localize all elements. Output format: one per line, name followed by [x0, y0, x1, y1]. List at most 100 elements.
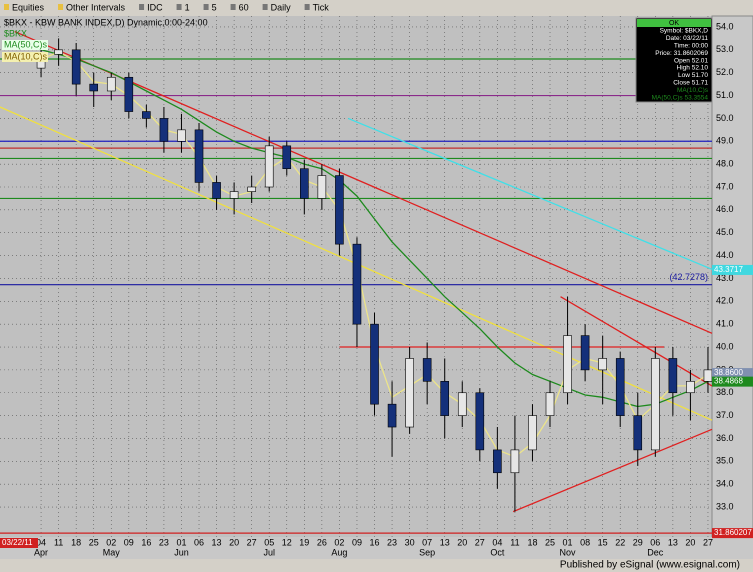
x-tick-label: 08 — [580, 537, 590, 547]
month-label: Sep — [419, 547, 435, 557]
price-label: 31.860207 — [714, 528, 752, 537]
y-tick-label: 41.0 — [716, 319, 734, 329]
toolbar-button[interactable]: 5 — [212, 2, 217, 12]
candle-body — [247, 186, 256, 192]
x-tick-label: 06 — [650, 537, 660, 547]
y-tick-label: 49.0 — [716, 136, 734, 146]
candle-body — [264, 145, 274, 188]
month-label: Jun — [174, 547, 189, 557]
data-window-line: Time: 00:00 — [674, 43, 708, 50]
y-tick-label: 42.0 — [716, 296, 734, 306]
x-tick-label: 20 — [457, 537, 467, 547]
toolbar-button[interactable]: IDC — [147, 2, 163, 12]
cursor-date-box — [0, 538, 38, 548]
y-tick-label: 46.0 — [716, 204, 734, 214]
candle-body — [282, 145, 292, 170]
price-label-box — [712, 528, 753, 539]
legend-entry: MA(10,C)s — [4, 51, 48, 61]
candle-body — [457, 392, 467, 416]
data-window-line: MA(10,C)s — [677, 87, 709, 94]
candle-body — [633, 415, 643, 451]
candle-body — [493, 449, 502, 474]
data-window-header-box — [637, 19, 711, 27]
price-label-box — [712, 264, 753, 275]
legend-box — [2, 52, 48, 62]
y-tick-label: 52.0 — [716, 67, 734, 77]
month-label: Nov — [560, 547, 577, 557]
toolbar-button[interactable]: 1 — [185, 2, 190, 12]
price-axis — [711, 15, 753, 538]
data-window-line: Low 51.70 — [678, 72, 708, 79]
candle-body — [335, 175, 344, 245]
x-tick-label: 11 — [510, 537, 519, 547]
status-bar — [0, 559, 753, 572]
x-tick-label: 16 — [370, 537, 380, 547]
legend-symbol: $BKX — [4, 28, 27, 38]
y-tick-label: 50.0 — [716, 113, 734, 123]
y-tick-label: 48.0 — [716, 159, 734, 169]
candle-body — [545, 392, 555, 416]
y-tick-label: 47.0 — [716, 181, 734, 191]
candle-body — [510, 449, 520, 474]
x-tick-label: 04 — [492, 537, 502, 547]
x-tick-label: 12 — [282, 537, 292, 547]
x-tick-label: 18 — [527, 537, 537, 547]
candle-body — [615, 358, 625, 416]
candle-body — [71, 49, 81, 85]
candle-body — [703, 369, 713, 382]
candle-body — [370, 323, 379, 405]
y-tick-label: 54.0 — [716, 21, 734, 31]
month-label: Aug — [331, 547, 347, 557]
candle-body — [475, 392, 485, 451]
candle-body — [422, 358, 432, 382]
x-tick-label: 23 — [159, 537, 169, 547]
moving-average — [40, 49, 709, 408]
x-tick-label: 09 — [352, 537, 362, 547]
toolbar-button[interactable]: Equities — [12, 2, 45, 12]
toolbar-icon — [230, 4, 236, 10]
y-tick-label: 51.0 — [716, 90, 734, 100]
toolbar-icon — [203, 4, 209, 10]
candle-body — [563, 335, 572, 394]
candle-body — [89, 83, 99, 92]
data-window-header: OK — [669, 20, 679, 27]
price-label: 38.4868 — [714, 377, 743, 386]
toolbar-button[interactable]: 60 — [239, 2, 249, 12]
data-window — [635, 17, 713, 103]
toolbar — [0, 0, 753, 16]
x-tick-label: 22 — [615, 537, 625, 547]
legend-box — [2, 40, 48, 50]
x-tick-label: 27 — [475, 537, 485, 547]
legend-entry: MA(50,C)s — [4, 39, 48, 49]
price-label: 38.8600 — [714, 368, 743, 377]
toolbar-button[interactable]: Other Intervals — [66, 2, 126, 12]
toolbar-icon — [262, 4, 268, 10]
toolbar-button[interactable]: Tick — [313, 2, 330, 12]
toolbar-button[interactable]: Daily — [271, 2, 292, 12]
y-tick-label: 36.0 — [716, 433, 734, 443]
candle-body — [686, 381, 695, 394]
x-tick-label: 27 — [703, 537, 713, 547]
cursor-date: 03/22/11 — [2, 538, 33, 547]
y-tick-label: 45.0 — [716, 227, 734, 237]
month-label: Jul — [263, 547, 275, 557]
toolbar-icon — [4, 4, 9, 10]
x-tick-label: 13 — [668, 537, 678, 547]
candle-body — [194, 129, 204, 183]
x-tick-label: 16 — [141, 537, 151, 547]
x-tick-label: 23 — [387, 537, 397, 547]
data-window-line: Close 51.71 — [673, 80, 708, 87]
x-tick-label: 29 — [633, 537, 643, 547]
y-tick-label: 44.0 — [716, 250, 734, 260]
candle-body — [177, 129, 186, 142]
x-tick-label: 11 — [54, 537, 63, 547]
toolbar-icon — [58, 4, 64, 10]
footer: Published by eSignal (www.esignal.com) — [560, 560, 740, 571]
month-label: May — [103, 547, 121, 557]
y-tick-label: 37.0 — [716, 410, 734, 420]
x-tick-label: 07 — [422, 537, 432, 547]
x-tick-label: 05 — [264, 537, 274, 547]
y-tick-label: 40.0 — [716, 341, 734, 351]
plot-layer — [0, 16, 713, 537]
